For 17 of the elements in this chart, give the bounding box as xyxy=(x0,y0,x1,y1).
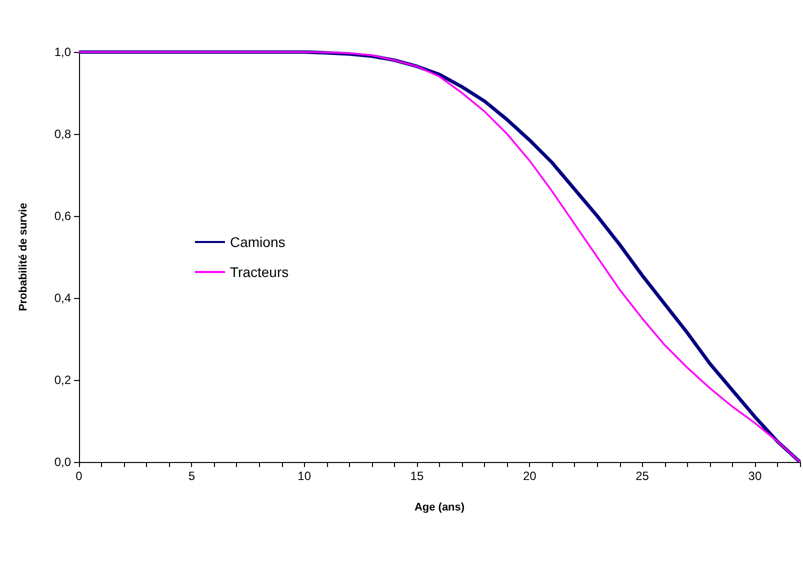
x-tick-label: 0 xyxy=(76,469,83,483)
y-axis-title: Probabilité de survie xyxy=(18,202,30,312)
x-axis-title: Age (ans) xyxy=(414,502,465,514)
x-tick-label: 25 xyxy=(636,469,650,483)
y-tick-label: 0,8 xyxy=(54,127,72,141)
x-tick-label: 30 xyxy=(748,469,762,483)
x-tick-label: 10 xyxy=(298,469,312,483)
y-tick-label: 0,2 xyxy=(54,373,72,387)
x-tick-label: 5 xyxy=(188,469,196,483)
legend-label: Camions xyxy=(230,234,286,250)
legend-label: Tracteurs xyxy=(230,264,289,280)
y-tick-label: 0,6 xyxy=(54,209,72,223)
x-tick-label: 15 xyxy=(410,469,424,483)
y-tick-label: 1,0 xyxy=(54,45,72,59)
y-tick-label: 0,4 xyxy=(54,291,72,305)
x-tick-label: 20 xyxy=(522,469,537,483)
y-tick-label: 0,0 xyxy=(54,455,72,469)
